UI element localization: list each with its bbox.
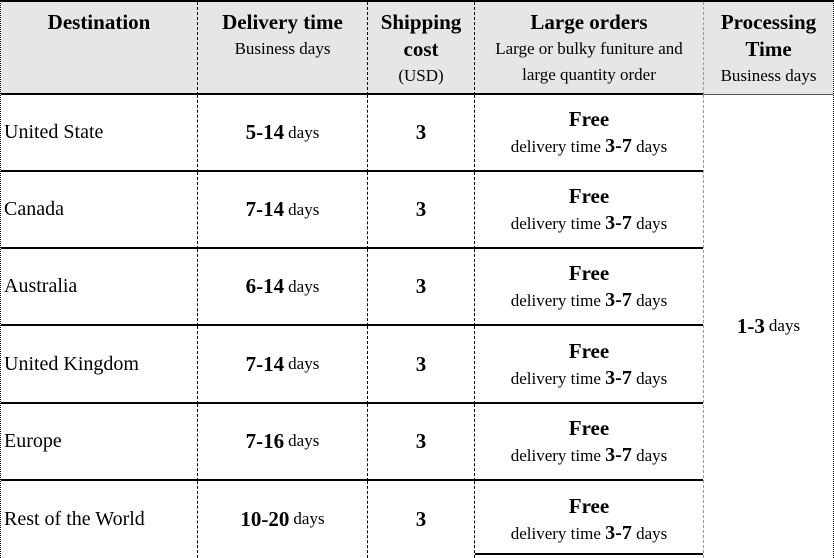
large-orders-prefix: delivery time (510, 445, 601, 465)
header-shipping-title: Shipping cost (380, 10, 462, 61)
delivery-unit: days (288, 199, 320, 219)
large-orders-free-label: Free (568, 338, 610, 363)
delivery-range: 6-14 (245, 274, 285, 299)
table-row-delivery-time: 7-14 days (198, 326, 368, 404)
table-row-destination: Australia (1, 249, 198, 327)
header-shipping-subtitle: (USD) (398, 66, 444, 85)
table-row-destination: United Kingdom (1, 326, 198, 404)
table-row-delivery-time: 7-16 days (198, 403, 368, 481)
processing-time-cell: 1-3 days (703, 95, 833, 558)
table-row-destination: Rest of the World (1, 480, 198, 558)
large-orders-prefix: delivery time (510, 523, 601, 543)
header-large-orders-subtitle: Large or bulky funiture and large quanti… (495, 39, 683, 84)
delivery-range: 7-14 (245, 197, 285, 222)
table-row-shipping-cost: 3 (368, 249, 475, 327)
table-row-shipping-cost: 3 (368, 95, 475, 173)
header-destination: Destination (1, 2, 198, 95)
shipping-cost-value: 3 (415, 428, 427, 453)
table-row-shipping-cost: 3 (368, 172, 475, 250)
large-orders-unit: days (636, 368, 668, 388)
large-orders-unit: days (636, 523, 668, 543)
table-row-shipping-cost: 3 (368, 480, 475, 558)
large-orders-unit: days (636, 291, 668, 311)
table-row-large-orders: Free delivery time 3-7 days (475, 95, 703, 173)
destination-label: Rest of the World (4, 507, 145, 530)
delivery-range: 7-14 (245, 351, 285, 376)
delivery-range: 5-14 (245, 120, 285, 145)
large-orders-free-label: Free (568, 261, 610, 286)
large-orders-range: 3-7 (605, 212, 632, 235)
large-orders-range: 3-7 (605, 366, 632, 389)
table-row-large-orders: Free delivery time 3-7 days (475, 249, 703, 327)
header-processing-title: Processing Time (720, 10, 817, 61)
shipping-cost-value: 3 (415, 506, 427, 531)
shipping-cost-value: 3 (415, 274, 427, 299)
header-delivery-time: Delivery time Business days (198, 2, 368, 95)
header-delivery-subtitle: Business days (234, 39, 331, 58)
table-row-large-orders: Free delivery time 3-7 days (475, 172, 703, 250)
delivery-unit: days (288, 431, 320, 451)
delivery-range: 7-16 (245, 428, 285, 453)
header-large-orders-title: Large orders (530, 10, 648, 34)
table-row-delivery-time: 10-20 days (198, 480, 368, 558)
table-row-destination: United State (1, 95, 198, 173)
table-row-delivery-time: 6-14 days (198, 249, 368, 327)
delivery-unit: days (293, 509, 325, 529)
delivery-unit: days (288, 354, 320, 374)
large-orders-free-label: Free (568, 493, 610, 518)
large-orders-range: 3-7 (605, 521, 632, 544)
header-processing-time: Processing Time Business days (703, 2, 833, 95)
processing-time-range: 1-3 (736, 313, 765, 338)
large-orders-free-label: Free (568, 415, 610, 440)
delivery-unit: days (288, 122, 320, 142)
large-orders-range: 3-7 (605, 135, 632, 158)
header-large-orders: Large orders Large or bulky funiture and… (475, 2, 703, 95)
large-orders-range: 3-7 (605, 443, 632, 466)
large-orders-free-label: Free (568, 107, 610, 132)
destination-label: United Kingdom (4, 352, 139, 375)
large-orders-unit: days (636, 445, 668, 465)
delivery-range: 10-20 (240, 506, 290, 531)
table-row-large-orders: Free delivery time 3-7 days (475, 326, 703, 404)
large-orders-prefix: delivery time (510, 137, 601, 157)
shipping-cost-value: 3 (415, 197, 427, 222)
table-row-destination: Canada (1, 172, 198, 250)
processing-time-unit: days (768, 316, 801, 336)
large-orders-prefix: delivery time (510, 291, 601, 311)
table-row-destination: Europe (1, 403, 198, 481)
large-orders-prefix: delivery time (510, 214, 601, 234)
large-orders-unit: days (636, 214, 668, 234)
destination-label: Australia (4, 275, 78, 298)
header-processing-subtitle: Business days (720, 66, 817, 85)
header-destination-title: Destination (47, 10, 151, 34)
shipping-cost-value: 3 (415, 351, 427, 376)
destination-label: United State (4, 121, 104, 144)
large-orders-free-label: Free (568, 184, 610, 209)
shipping-cost-value: 3 (415, 120, 427, 145)
header-delivery-title: Delivery time (222, 10, 343, 34)
table-bottom-rule (475, 552, 703, 555)
destination-label: Canada (4, 198, 64, 221)
table-row-shipping-cost: 3 (368, 403, 475, 481)
large-orders-range: 3-7 (605, 289, 632, 312)
large-orders-unit: days (636, 137, 668, 157)
table-row-large-orders: Free delivery time 3-7 days (475, 404, 703, 481)
table-row-delivery-time: 5-14 days (198, 95, 368, 173)
table-row-large-orders: Free delivery time 3-7 days (475, 481, 703, 558)
large-orders-prefix: delivery time (510, 368, 601, 388)
table-row-delivery-time: 7-14 days (198, 172, 368, 250)
header-shipping-cost: Shipping cost (USD) (368, 2, 475, 95)
delivery-unit: days (288, 276, 320, 296)
table-row-shipping-cost: 3 (368, 326, 475, 404)
destination-label: Europe (4, 429, 62, 452)
